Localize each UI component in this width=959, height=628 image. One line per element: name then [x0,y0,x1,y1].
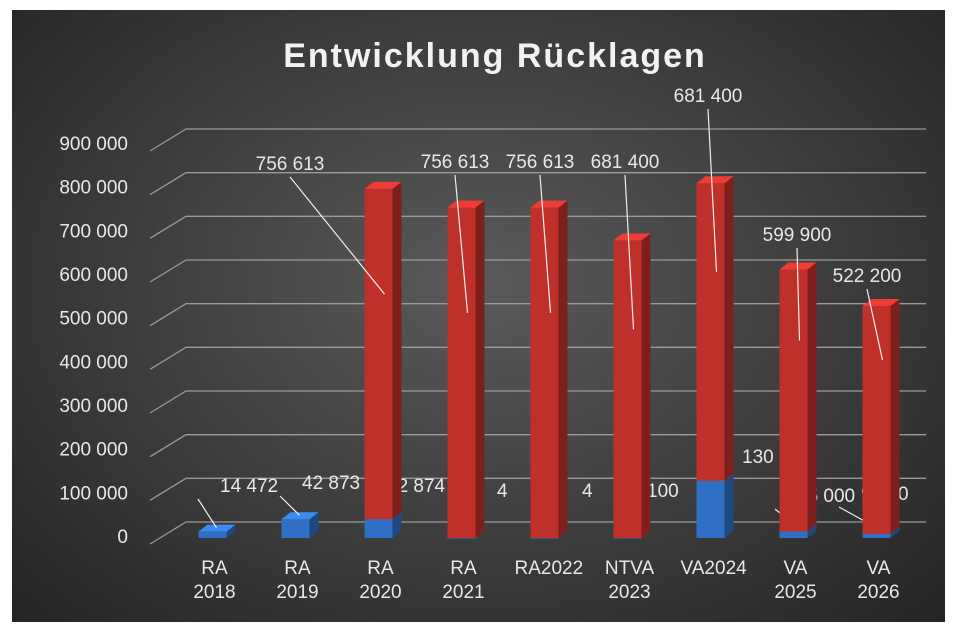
y-tick-label: 400 000 [59,352,128,373]
bar [530,537,559,539]
bar [862,305,891,534]
bar [198,531,227,538]
grid-line [149,346,926,370]
x-tick-label: VA2024 [680,558,747,579]
leader-line [197,498,218,529]
bar-side [392,181,402,520]
bar-side [558,530,568,538]
data-label: 681 400 [591,152,660,173]
data-label: 681 400 [674,86,743,107]
bar [696,480,725,538]
x-tick-label: RA 2019 [276,558,319,603]
grid-line [149,172,926,196]
bar-side [890,298,900,534]
x-tick-label: RA 2021 [442,558,485,603]
y-tick-label: 700 000 [59,221,128,242]
grid-line [149,477,926,501]
x-tick-label: VA 2026 [857,558,900,603]
data-label: 522 200 [833,266,902,287]
x-tick-label: RA 2020 [359,558,402,603]
y-tick-label: 100 000 [59,483,128,504]
bar [530,207,559,538]
bar-top [198,524,236,532]
bar [779,269,808,532]
leader-line [624,174,635,330]
bar-side [226,524,236,538]
bar-side [641,530,651,538]
x-tick-label: NTVA 2023 [604,558,655,603]
bar-side [890,526,900,538]
leader-line [539,174,552,313]
bar-side [807,262,817,532]
chart-title: Entwicklung Rücklagen [283,37,707,75]
data-label: 42 873 [302,473,360,494]
bar-side [475,530,485,538]
x-tick-label: VA 2025 [774,558,817,603]
bar [447,537,476,539]
grid-line [149,390,926,414]
bar-side [475,200,485,538]
grid-line [149,303,926,327]
leader-line [289,176,385,295]
leader-line [454,174,469,313]
bar-top [364,181,402,189]
bar [862,533,891,538]
bar-side [641,233,651,538]
bar-top [530,200,568,208]
data-label: 4 [497,481,508,502]
data-label: 100 [647,481,679,502]
bar-side [724,176,734,481]
bar [364,188,393,520]
bar-top [281,512,319,520]
x-tick-label: RA 2018 [193,558,236,603]
y-tick-label: 300 000 [59,396,128,417]
bar [613,240,642,538]
bar [364,519,393,538]
data-label: 14 472 [220,476,278,497]
y-tick-label: 0 [117,527,128,548]
grid-line [149,434,926,458]
bar-top [447,200,485,208]
bar-top [696,176,734,184]
bar-side [558,200,568,538]
data-label: 756 613 [421,152,490,173]
y-tick-label: 500 000 [59,309,128,330]
data-label: 42 874 [387,476,446,497]
grid-line [149,128,926,152]
leader-line [796,247,801,341]
data-label: 599 900 [763,225,832,246]
bar [779,531,808,538]
bar-top [613,233,651,241]
bar-side [807,524,817,538]
grid-line [149,215,926,239]
leader-line [866,288,884,361]
leader-line [279,495,300,516]
y-tick-label: 600 000 [59,265,128,286]
grid-line [149,259,926,283]
bar [696,183,725,481]
bar [613,537,642,539]
bar-side [309,512,319,538]
y-tick-label: 800 000 [59,178,128,199]
x-tick-label: RA2022 [514,558,584,579]
data-label: 756 613 [256,154,325,175]
data-label: 4 [582,481,593,502]
y-tick-label: 900 000 [59,134,128,155]
bar-top [862,298,900,306]
leader-line [707,108,718,273]
bar-side [392,512,402,538]
grid-line [149,521,926,545]
bar [447,207,476,538]
y-tick-label: 200 000 [59,440,128,461]
data-label: 756 613 [506,152,575,173]
bar [281,519,310,538]
bar-side [724,473,734,538]
